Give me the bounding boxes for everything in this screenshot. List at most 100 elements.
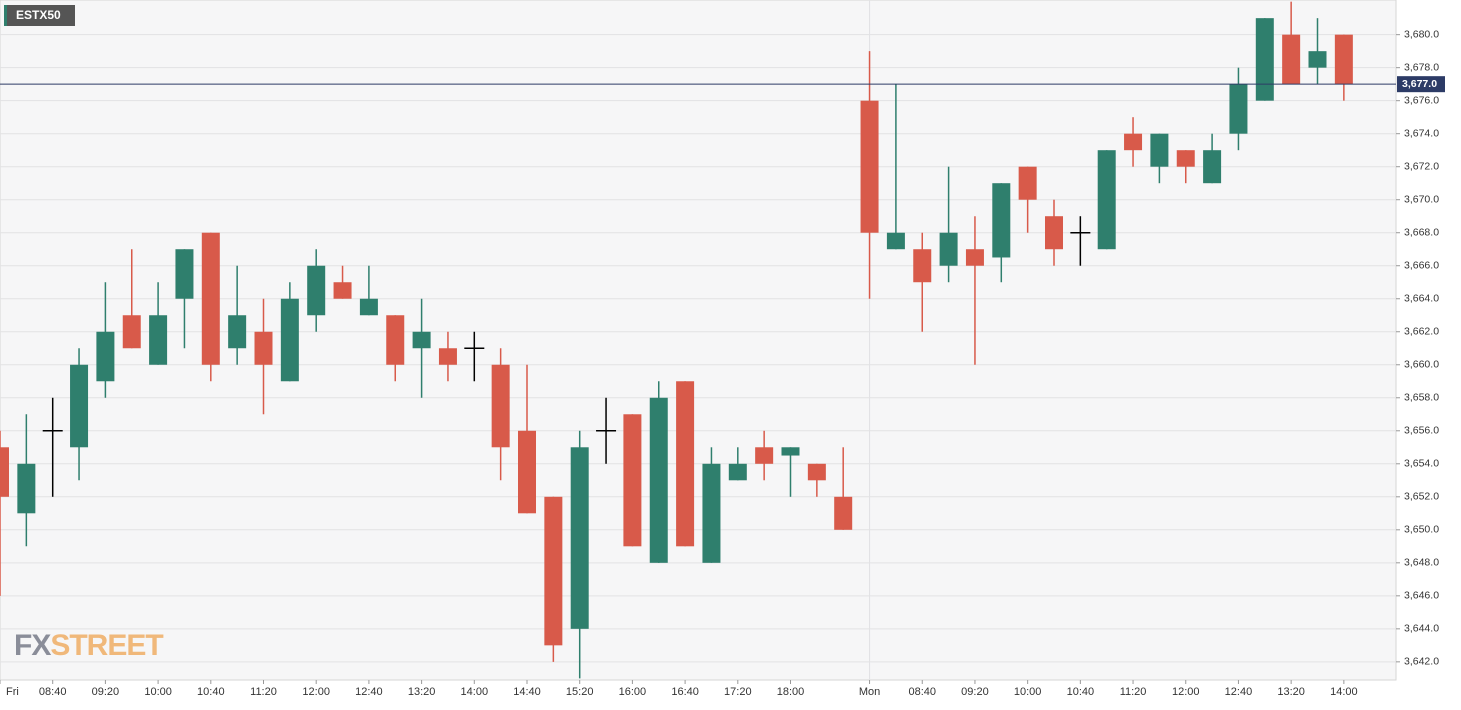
y-tick-label: 3,648.0 (1404, 557, 1439, 569)
candle-body (728, 463, 747, 481)
candle-body (175, 249, 194, 299)
x-tick-label: 08:40 (908, 686, 936, 698)
x-tick-label: 14:00 (1330, 686, 1358, 698)
symbol-label: ESTX50 (16, 8, 61, 22)
symbol-badge-accent (4, 5, 7, 26)
candle-body (834, 496, 853, 530)
y-tick-label: 3,674.0 (1404, 127, 1439, 139)
y-tick-label: 3,672.0 (1404, 160, 1439, 172)
candle-body (781, 447, 800, 456)
y-tick-label: 3,644.0 (1404, 623, 1439, 635)
candle-body (676, 381, 695, 547)
x-tick-label: 10:40 (197, 686, 225, 698)
y-tick-label: 3,654.0 (1404, 458, 1439, 470)
x-tick-label: 16:00 (619, 686, 647, 698)
candle-body (570, 447, 589, 629)
y-tick-label: 3,668.0 (1404, 226, 1439, 238)
x-tick-label: 12:00 (1172, 686, 1200, 698)
candle-body (1282, 34, 1301, 85)
last-price-label: 3,677.0 (1402, 78, 1437, 90)
y-tick-label: 3,678.0 (1404, 61, 1439, 73)
x-tick-label: 18:00 (777, 686, 805, 698)
x-tick-label: 08:40 (39, 686, 67, 698)
candle-body (491, 364, 510, 448)
x-tick-label: 10:00 (1014, 686, 1042, 698)
candle-body (96, 331, 115, 382)
candle-body (201, 232, 220, 365)
candle-body (886, 232, 905, 250)
candle-body (913, 249, 932, 283)
x-tick-label: 10:00 (144, 686, 172, 698)
candle-body (649, 397, 668, 563)
candle-body (1334, 34, 1353, 85)
y-tick-label: 3,676.0 (1404, 94, 1439, 106)
candle-body (1203, 150, 1222, 184)
candle-body (623, 414, 642, 547)
candle-body (755, 447, 774, 464)
x-tick-label: 10:40 (1067, 686, 1095, 698)
x-tick-label: 16:40 (671, 686, 699, 698)
y-tick-label: 3,642.0 (1404, 656, 1439, 668)
candle-body (17, 463, 36, 514)
x-tick-label: 14:40 (513, 686, 541, 698)
y-tick-label: 3,652.0 (1404, 491, 1439, 503)
candle-body (228, 315, 247, 349)
candle-body (149, 315, 168, 365)
candle-body (1124, 133, 1143, 151)
x-tick-label: 12:40 (1225, 686, 1253, 698)
candle-body (280, 298, 299, 382)
y-tick-label: 3,660.0 (1404, 359, 1439, 371)
candle-body (1308, 51, 1327, 68)
candle-body (333, 282, 352, 299)
y-tick-label: 3,666.0 (1404, 260, 1439, 272)
x-tick-label: 14:00 (461, 686, 489, 698)
y-tick-label: 3,646.0 (1404, 590, 1439, 602)
candle-body (702, 463, 721, 563)
candles (0, 1, 1353, 679)
x-tick-label: 15:20 (566, 686, 594, 698)
symbol-badge (4, 5, 75, 26)
x-tick-label: 13:20 (408, 686, 436, 698)
candle-body (386, 315, 405, 365)
candle-body (1150, 133, 1169, 167)
candle-body (359, 298, 378, 316)
watermark: FXSTREET (14, 629, 163, 662)
y-tick-label: 3,662.0 (1404, 326, 1439, 338)
candle-body (544, 496, 563, 646)
candle-body (518, 430, 536, 514)
candle-body (1176, 150, 1195, 167)
candle-body (307, 265, 326, 316)
candle-body (939, 232, 958, 266)
watermark-street: STREET (50, 629, 163, 662)
x-tick-label: 12:40 (355, 686, 383, 698)
candle-body (122, 315, 141, 349)
x-tick-label: 11:20 (250, 686, 277, 698)
y-tick-label: 3,658.0 (1404, 392, 1439, 404)
y-tick-label: 3,656.0 (1404, 425, 1439, 437)
candle-body (965, 249, 984, 266)
y-tick-label: 3,670.0 (1404, 193, 1439, 205)
candle-body (1097, 150, 1116, 250)
x-tick-label: 13:20 (1277, 686, 1305, 698)
candle-body (0, 447, 9, 497)
candle-body (1229, 84, 1248, 134)
candle-body (1018, 166, 1037, 200)
candle-body (1045, 216, 1063, 250)
candle-body (992, 183, 1011, 258)
x-tick-label: Mon (859, 686, 880, 698)
x-tick-label: 17:20 (724, 686, 752, 698)
watermark-fx: FX (14, 629, 51, 662)
x-tick-label: 09:20 (92, 686, 120, 698)
candle-body (807, 463, 826, 481)
candle-body (70, 364, 89, 448)
axes: 3,642.0 3,644.0 3,646.0 3,648.0 3,650.0 3,652… (0, 28, 1445, 698)
x-tick-label: 11:20 (1120, 686, 1147, 698)
candle-body (438, 348, 457, 365)
x-tick-label: 12:00 (302, 686, 330, 698)
y-tick-label: 3,680.0 (1404, 28, 1439, 40)
last-price-box (1397, 76, 1445, 93)
candle-body (860, 100, 879, 233)
candle-body (412, 331, 431, 349)
y-tick-label: 3,664.0 (1404, 293, 1439, 305)
